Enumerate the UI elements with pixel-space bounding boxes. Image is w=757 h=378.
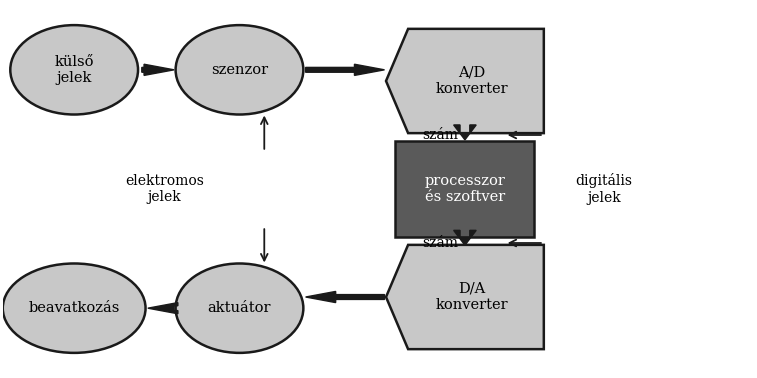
Text: digitális
jelek: digitális jelek xyxy=(575,174,632,204)
Text: szenzor: szenzor xyxy=(211,63,268,77)
Ellipse shape xyxy=(176,25,304,115)
Text: aktuátor: aktuátor xyxy=(207,301,271,315)
FancyArrow shape xyxy=(306,64,385,75)
FancyArrow shape xyxy=(148,303,178,314)
Text: processzor
és szoftver: processzor és szoftver xyxy=(425,174,506,204)
Bar xyxy=(395,141,534,237)
Text: külső
jelek: külső jelek xyxy=(55,55,94,85)
Polygon shape xyxy=(386,245,544,349)
FancyArrow shape xyxy=(142,64,174,75)
Ellipse shape xyxy=(11,25,138,115)
Text: D/A
konverter: D/A konverter xyxy=(435,282,508,312)
Ellipse shape xyxy=(3,263,145,353)
Text: beavatkozás: beavatkozás xyxy=(29,301,120,315)
FancyArrow shape xyxy=(453,125,476,140)
FancyArrow shape xyxy=(453,230,476,245)
Text: szám: szám xyxy=(422,236,458,250)
Polygon shape xyxy=(386,29,544,133)
Text: elektromos
jelek: elektromos jelek xyxy=(125,174,204,204)
Ellipse shape xyxy=(176,263,304,353)
Text: A/D
konverter: A/D konverter xyxy=(435,66,508,96)
Text: szám: szám xyxy=(422,128,458,142)
FancyArrow shape xyxy=(306,291,385,303)
